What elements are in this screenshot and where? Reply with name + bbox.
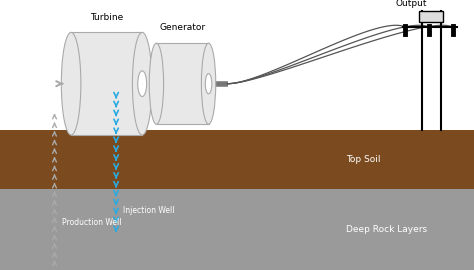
Text: Output: Output <box>396 0 427 8</box>
Text: Deep Rock Layers: Deep Rock Layers <box>346 225 427 234</box>
Bar <box>0 0 474 167</box>
Ellipse shape <box>138 71 146 97</box>
Bar <box>0 167 474 270</box>
Ellipse shape <box>205 74 212 94</box>
Bar <box>0 189 474 270</box>
Ellipse shape <box>61 32 81 135</box>
Text: Turbine: Turbine <box>90 13 123 22</box>
Bar <box>0 0 474 167</box>
Bar <box>156 43 209 124</box>
Bar <box>0 0 474 130</box>
Text: Top Soil: Top Soil <box>346 155 381 164</box>
Ellipse shape <box>132 32 152 135</box>
Ellipse shape <box>149 43 164 124</box>
Bar <box>71 32 142 135</box>
Ellipse shape <box>201 43 216 124</box>
Text: Production Well: Production Well <box>62 218 121 227</box>
Bar <box>419 11 443 22</box>
Text: Generator: Generator <box>159 23 206 32</box>
Text: Injection Well: Injection Well <box>123 206 175 215</box>
Bar <box>0 130 474 189</box>
